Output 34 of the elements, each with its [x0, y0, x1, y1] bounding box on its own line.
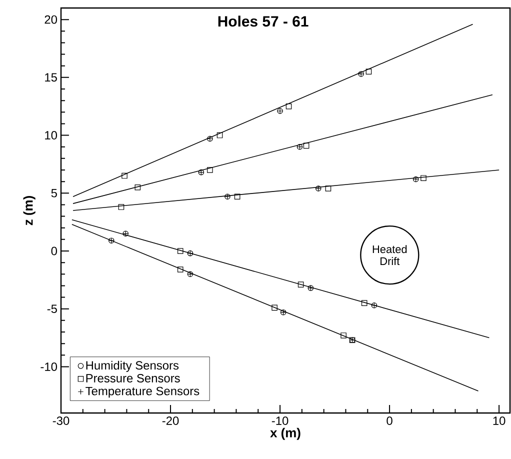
point [134, 184, 141, 190]
point [122, 172, 128, 179]
point [325, 186, 332, 192]
x-tick-label: 10 [493, 416, 506, 425]
x-tick-label: 0 [386, 416, 392, 425]
point [340, 332, 346, 338]
legend-label: Humidity Sensors [86, 360, 179, 372]
y-tick-label: 0 [51, 246, 58, 256]
point [298, 282, 304, 288]
x-axis-title: x (m) [270, 428, 300, 440]
x-tick-label: -30 [52, 416, 70, 425]
y-tick-label: 10 [45, 131, 58, 140]
y-tick-label: 15 [45, 73, 57, 82]
legend-label: Pressure Sensors [86, 374, 180, 382]
point [286, 103, 292, 110]
y-tick-label: -5 [47, 304, 57, 314]
point [272, 304, 278, 311]
point [118, 204, 124, 210]
annotation: Heated Drift [372, 245, 407, 266]
point [177, 248, 184, 254]
y-tick-label: -10 [40, 362, 58, 371]
point [420, 175, 426, 181]
y-tick-label: 20 [44, 15, 58, 24]
y-tick-label: 5 [51, 188, 57, 198]
point [234, 194, 240, 200]
point [207, 167, 213, 173]
chart-title: Holes 57 - 61 [218, 16, 308, 27]
point [361, 300, 368, 306]
y-axis-title: z (m) [23, 196, 36, 226]
point [177, 266, 184, 272]
x-tick-label: -20 [162, 416, 179, 425]
point [216, 132, 223, 138]
legend-label: Temperature Sensors [86, 386, 200, 398]
x-tick-label: -10 [272, 416, 288, 425]
